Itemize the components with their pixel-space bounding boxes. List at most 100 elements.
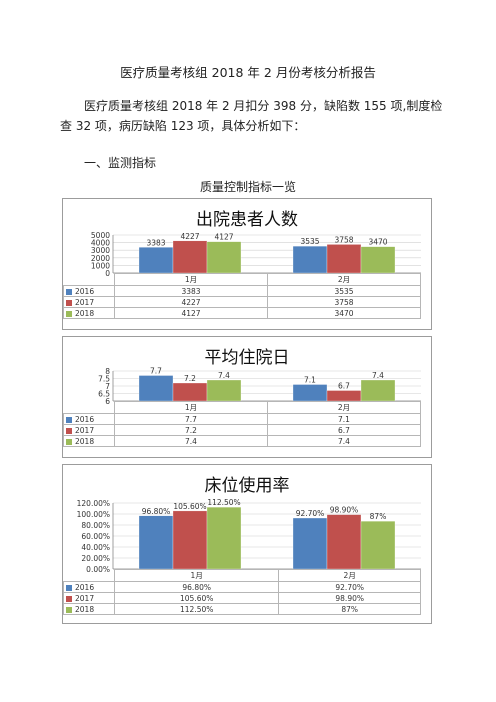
chart-discharged-patients: 5000 4000 3000 2000 1000 0 3383 4227 4127 3535 375… [62,198,432,330]
section-heading: 一、监测指标 [84,156,157,170]
bar [360,246,396,274]
table-cell: 3758 [267,296,421,308]
legend-swatch [66,310,72,317]
bar [206,241,242,274]
table-row: 2018 4127 3470 [63,307,421,319]
table-cell: 87% [278,603,421,615]
data-label: 3383 [146,238,165,247]
table-cell: 7.7 [114,413,268,425]
table-corner [63,569,115,582]
chart-average-stay: 8 7.5 7 6.5 6 7.7 7.2 7.4 7.1 6.7 7.4 平均住院日 1月 2月 20… [62,336,432,458]
table-cell: 7.4 [267,435,421,447]
bar [138,515,174,570]
legend-swatch [66,416,72,423]
series-label: 2016 [63,581,115,593]
series-label: 2017 [63,296,115,308]
category-label: 1月 [114,401,268,414]
category-label: 2月 [267,401,421,414]
data-table: 1月 2月 2016 7.7 7.1 2017 7.2 6.7 2018 7.4 7.4 [63,401,421,447]
legend-swatch [66,299,72,306]
legend-swatch [66,606,72,613]
table-cell: 3535 [267,285,421,297]
table-cell: 7.4 [114,435,268,447]
series-label: 2017 [63,592,115,604]
bar [138,247,174,274]
table-cell: 4127 [114,307,268,319]
y-tick-label: 6.5 [98,390,110,399]
table-row: 2018 7.4 7.4 [63,435,421,447]
chart-title: 平均住院日 [204,348,290,368]
table-row: 2016 96.80% 92.70% [63,581,421,593]
category-label: 2月 [278,569,421,582]
chart-bed-occupancy: 120.00% 100.00% 80.00% 60.00% 40.00% 20.00% 0.… [62,464,432,624]
legend-swatch [66,595,72,602]
table-corner [63,401,115,414]
data-label: 4227 [180,232,199,241]
data-label: 98.90% [330,506,359,515]
report-title: 医疗质量考核组 2018 年 2 月份考核分析报告 [120,65,376,80]
table-cell: 6.7 [267,424,421,436]
table-row: 2018 112.50% 87% [63,603,421,615]
y-tick-label: 120.00% [77,499,110,508]
y-tick-label: 80.00% [81,521,110,530]
chart-title: 出院患者人数 [196,210,298,230]
data-label: 3758 [334,235,353,244]
bar [172,382,208,402]
table-cell: 7.2 [114,424,268,436]
data-label: 7.1 [304,376,316,385]
bar [360,521,396,570]
bar [206,506,242,570]
bar [292,384,328,402]
legend-swatch [66,584,72,591]
legend-swatch [66,427,72,434]
intro-paragraph: 医疗质量考核组 2018 年 2 月扣分 398 分，缺陷数 155 项,制度检… [60,99,443,133]
data-label: 92.70% [296,509,325,518]
table-cell: 7.1 [267,413,421,425]
chart-title: 床位使用率 [204,476,290,496]
data-label: 6.7 [338,382,350,391]
y-tick-label: 4000 [91,239,110,248]
series-label: 2016 [63,413,115,425]
table-cell: 112.50% [113,603,280,615]
data-label: 4127 [214,233,233,242]
y-tick-label: 7.5 [98,375,110,384]
data-label: 112.50% [207,498,240,507]
bar [326,390,362,402]
y-tick-label: 40.00% [81,543,110,552]
table-cell: 3470 [267,307,421,319]
data-label: 7.4 [218,371,230,380]
table-row: 2016 3383 3535 [63,285,421,297]
data-table: 1月 2月 2016 96.80% 92.70% 2017 105.60% 98.90% 201… [63,569,421,615]
table-row: 2017 4227 3758 [63,296,421,308]
bar [292,517,328,570]
bar [360,379,396,402]
chart-svg: 87.576.567.77.2 7.4 7.16.77.4 [98,367,421,406]
chart-svg: 120.00%100.00%80.00%60.00%40.00%20.00%0.… [77,498,421,574]
data-label: 3535 [300,237,319,246]
category-label: 2月 [267,273,421,286]
y-tick-label: 7 [105,382,110,391]
bar [206,379,242,402]
data-table: 1月 2月 2016 3383 3535 2017 4227 3758 2018 4127 3470 [63,273,421,319]
table-cell: 105.60% [113,592,280,604]
series-label: 2018 [63,435,115,447]
y-tick-label: 5000 [91,231,110,240]
legend-swatch [66,288,72,295]
series-label: 2018 [63,307,115,319]
bar [292,245,328,274]
table-cell: 92.70% [278,581,421,593]
series-label: 2018 [63,603,115,615]
table-row: 2017 7.2 6.7 [63,424,421,436]
data-label: 105.60% [173,502,206,511]
data-label: 7.4 [372,371,384,380]
category-label: 1月 [113,569,280,582]
y-tick-label: 3000 [91,246,110,255]
y-tick-label: 60.00% [81,532,110,541]
series-label: 2017 [63,424,115,436]
y-tick-label: 2000 [91,254,110,263]
bar [172,240,208,274]
y-tick-label: 20.00% [81,554,110,563]
table-header-row: 1月 2月 [63,569,421,582]
table-row: 2016 7.7 7.1 [63,413,421,425]
